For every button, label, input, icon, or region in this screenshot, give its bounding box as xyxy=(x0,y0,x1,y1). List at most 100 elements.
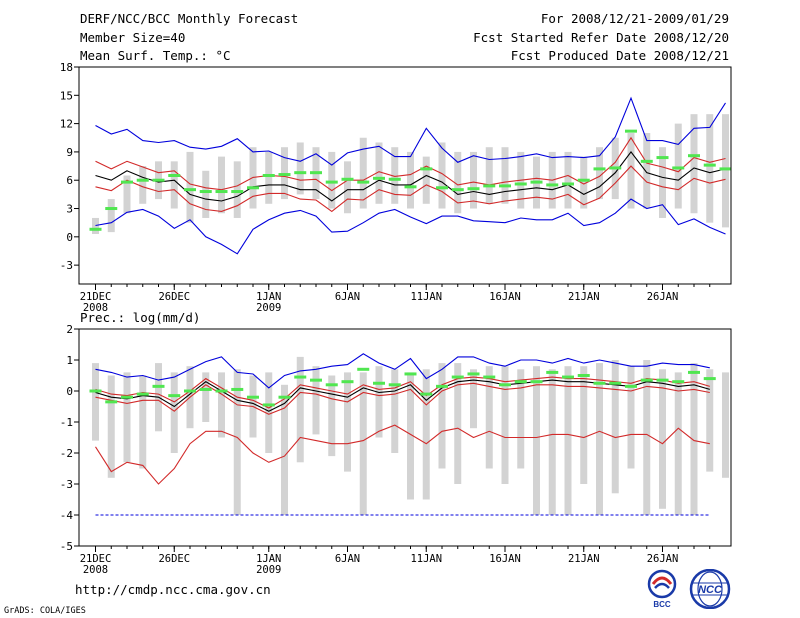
spread-box xyxy=(454,363,462,484)
mean-marker xyxy=(168,394,181,398)
spread-box xyxy=(454,151,462,214)
mean-marker xyxy=(420,392,433,396)
mean-marker xyxy=(451,188,464,192)
spread-box xyxy=(296,356,304,463)
spread-box xyxy=(485,147,493,204)
spread-box xyxy=(107,199,115,233)
spread-box xyxy=(407,372,414,500)
series-line-inner-lower xyxy=(95,165,726,213)
mean-marker xyxy=(499,184,511,188)
y-tick-label: 12 xyxy=(60,118,73,131)
mean-marker xyxy=(609,166,622,170)
mean-marker xyxy=(593,167,606,171)
y-tick-label: 0 xyxy=(66,385,73,398)
spread-box xyxy=(123,372,131,463)
y-tick-label: 1 xyxy=(66,354,73,367)
series-line-inner-lower xyxy=(95,382,710,415)
source-url[interactable]: http://cmdp.ncc.cma.gov.cn xyxy=(75,582,271,597)
spread-box xyxy=(92,363,99,441)
mean-marker xyxy=(184,188,196,192)
spread-box xyxy=(501,147,509,204)
grads-credit: GrADS: COLA/IGES xyxy=(4,606,86,616)
mean-marker xyxy=(89,227,102,231)
plot-frame xyxy=(78,66,732,285)
x-tick-label: 21DEC xyxy=(80,553,112,565)
spread-box xyxy=(170,161,178,209)
spread-box xyxy=(202,170,210,218)
mean-marker xyxy=(262,174,275,177)
mean-marker xyxy=(357,180,370,184)
x-year-label: 2008 xyxy=(83,564,108,576)
mean-marker xyxy=(656,156,669,160)
spread-box xyxy=(580,366,588,484)
mean-marker xyxy=(625,384,637,388)
spread-box xyxy=(233,369,241,515)
mean-marker xyxy=(640,159,653,163)
spread-box xyxy=(596,147,603,200)
spread-box xyxy=(92,217,99,234)
spread-box xyxy=(517,369,525,469)
mean-marker xyxy=(546,370,559,374)
mean-marker xyxy=(215,190,228,194)
mean-marker xyxy=(688,154,700,158)
spread-box xyxy=(611,360,619,494)
mean-marker xyxy=(499,383,511,387)
spread-box xyxy=(690,114,698,214)
mean-marker xyxy=(136,178,149,182)
mean-marker xyxy=(577,374,590,377)
spread-box xyxy=(674,372,682,515)
spread-box xyxy=(722,372,729,478)
mean-marker xyxy=(577,178,590,182)
mean-marker xyxy=(388,177,401,181)
mean-marker xyxy=(262,403,275,407)
x-year-label: 2008 xyxy=(83,302,108,314)
spread-box xyxy=(359,372,367,515)
mean-marker xyxy=(231,190,244,194)
series-line-outer-upper xyxy=(95,353,710,389)
spread-box xyxy=(375,142,383,204)
mean-marker xyxy=(467,372,480,376)
mean-marker xyxy=(278,173,291,177)
x-year-label: 2009 xyxy=(256,564,281,576)
mean-marker xyxy=(404,372,417,376)
mean-marker xyxy=(184,389,196,393)
ncc-logo: NCC xyxy=(689,569,731,609)
mean-marker xyxy=(514,380,527,384)
spread-box xyxy=(501,366,509,484)
x-tick-label: 21DEC xyxy=(80,291,112,303)
spread-box xyxy=(438,363,446,469)
plot-frame xyxy=(78,328,732,547)
mean-marker xyxy=(152,384,165,388)
mean-marker xyxy=(373,381,385,385)
spread-box xyxy=(722,114,729,228)
mean-marker xyxy=(467,187,480,191)
spread-box xyxy=(391,369,399,453)
mean-marker xyxy=(672,166,685,170)
spread-box xyxy=(548,369,556,515)
mean-marker xyxy=(310,171,322,175)
y-tick-label: 2 xyxy=(66,323,73,336)
mean-marker xyxy=(247,395,259,399)
spread-box xyxy=(296,142,304,195)
chart-title: DERF/NCC/BCC Monthly Forecast xyxy=(80,11,299,26)
forecast-range: For 2008/12/21-2009/01/29 xyxy=(540,11,729,26)
spread-box xyxy=(344,161,351,214)
spread-box xyxy=(391,147,399,204)
y-tick-label: -3 xyxy=(60,259,73,272)
mean-marker xyxy=(404,185,417,189)
y-tick-label: 18 xyxy=(60,61,73,74)
spread-box xyxy=(265,372,273,453)
mean-marker xyxy=(514,182,527,186)
spread-box xyxy=(407,151,414,209)
member-size: Member Size=40 xyxy=(80,30,186,45)
spread-box xyxy=(706,114,714,223)
mean-marker xyxy=(420,167,433,171)
spread-box xyxy=(674,123,682,209)
mean-marker xyxy=(483,184,496,188)
mean-marker xyxy=(625,129,637,133)
series-line-ensemble xyxy=(95,150,726,202)
x-tick-label: 26JAN xyxy=(647,553,679,565)
produced-date: Fcst Produced Date 2008/12/21 xyxy=(510,48,729,63)
